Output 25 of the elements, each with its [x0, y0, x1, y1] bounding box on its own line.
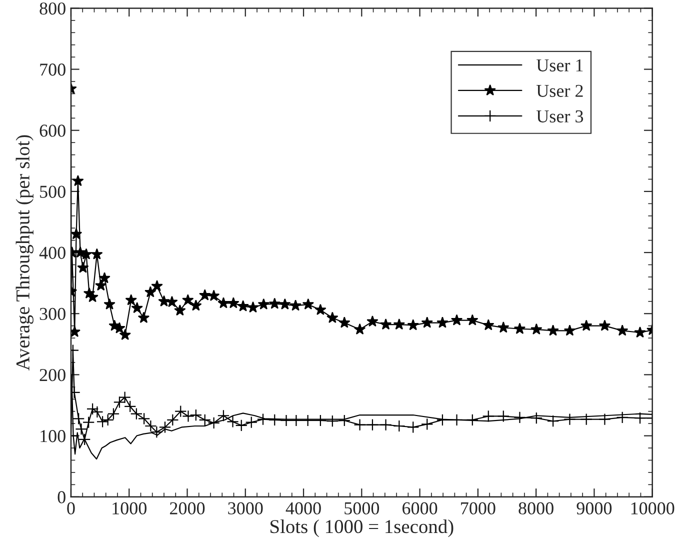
x-tick-label: 9000 [576, 502, 612, 514]
legend-label: User 2 [536, 84, 583, 97]
y-tick-label: 200 [40, 368, 66, 382]
y-tick-label: 500 [40, 186, 66, 198]
x-tick-label: 6000 [402, 502, 438, 514]
x-tick-label: 2000 [170, 502, 205, 514]
x-tick-label: 5000 [344, 502, 380, 514]
x-tick-label: 1000 [112, 502, 146, 514]
y-tick-label: 0 [58, 491, 66, 504]
y-tick-label: 400 [39, 246, 66, 259]
legend-label: User 3 [536, 110, 584, 122]
x-tick-label: 8000 [518, 502, 554, 514]
x-tick-label: 3000 [228, 502, 263, 514]
x-tick-label: 0 [67, 502, 75, 514]
y-tick-label: 700 [40, 64, 66, 76]
x-tick-label: 4000 [286, 502, 321, 514]
legend-label: User 1 [536, 59, 583, 72]
x-axis-title: Slots ( 1000 = 1second) [270, 519, 454, 538]
x-tick-label: 10000 [631, 502, 674, 514]
y-tick-label: 100 [40, 430, 66, 442]
y-tick-label: 300 [40, 308, 66, 320]
y-axis-title: Average Throughput (per slot) [16, 135, 34, 371]
y-tick-label: 600 [40, 124, 66, 137]
x-tick-label: 7000 [461, 502, 496, 514]
y-tick-label: 800 [40, 2, 66, 15]
